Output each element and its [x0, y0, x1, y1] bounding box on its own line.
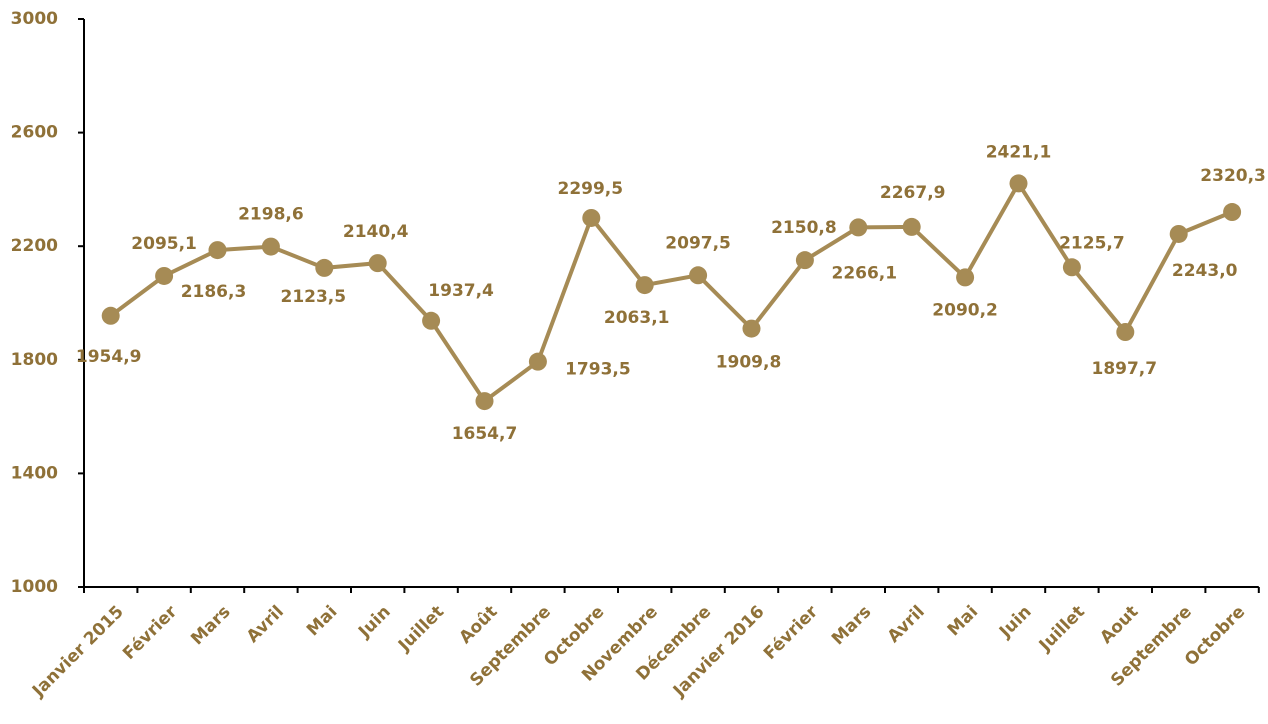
data-label: 2267,9 [880, 183, 946, 203]
x-tick-label: Août [456, 602, 502, 648]
x-tick-label: Avril [243, 602, 288, 647]
data-point [155, 266, 174, 285]
data-point [689, 266, 708, 285]
data-label: 1937,4 [428, 281, 494, 301]
data-point [528, 352, 547, 371]
data-label: 2421,1 [986, 142, 1052, 162]
y-tick-label: 1000 [11, 577, 58, 597]
data-point [849, 218, 868, 237]
x-tick-label: Février [119, 602, 181, 664]
data-label: 1897,7 [1091, 359, 1157, 379]
y-tick-label: 3000 [11, 9, 58, 29]
data-label: 2243,0 [1172, 261, 1238, 281]
x-tick-label: Juillet [1035, 602, 1089, 656]
y-tick-label: 1400 [11, 463, 58, 483]
x-tick-label: Février [760, 602, 822, 664]
x-tick-label: Mai [944, 602, 982, 640]
data-label: 2299,5 [557, 179, 623, 199]
data-point [1116, 323, 1135, 342]
data-label: 2198,6 [238, 205, 304, 225]
data-point [368, 254, 387, 273]
data-point [1009, 174, 1028, 193]
data-label: 2097,5 [665, 233, 731, 253]
data-label: 1909,8 [716, 353, 782, 373]
data-label: 2266,1 [831, 263, 897, 283]
data-point [635, 276, 654, 295]
data-point [742, 319, 761, 338]
data-point [315, 258, 334, 277]
x-tick-label: Janvier 2016 [669, 602, 769, 702]
data-point [1223, 203, 1242, 222]
series-line [109, 179, 1233, 404]
data-point [1169, 224, 1188, 243]
data-point [1062, 258, 1081, 277]
data-label: 2186,3 [181, 282, 247, 302]
x-tick-label: Janvier 2015 [28, 602, 128, 702]
data-point [795, 251, 814, 270]
data-label: 2150,8 [771, 218, 837, 238]
x-tick-label: Aout [1096, 602, 1142, 648]
x-tick-label: Juin [995, 602, 1036, 643]
data-point [101, 306, 120, 325]
data-point [475, 392, 494, 411]
y-tick-label: 2600 [11, 123, 58, 143]
y-tick-label: 2200 [11, 236, 58, 256]
data-label: 2090,2 [932, 300, 998, 320]
data-label: 1654,7 [452, 424, 518, 444]
data-label: 2140,4 [343, 222, 409, 242]
x-tick-label: Mars [187, 602, 234, 649]
data-point [261, 237, 280, 256]
data-point [422, 311, 441, 330]
y-tick-label: 1800 [11, 350, 58, 370]
x-tick-label: Mars [828, 602, 875, 649]
data-point [956, 268, 975, 287]
data-point [208, 241, 227, 260]
x-tick-label: Juillet [394, 602, 448, 656]
data-label: 2063,1 [604, 308, 670, 328]
data-label: 2125,7 [1059, 233, 1125, 253]
data-point [582, 208, 601, 227]
data-label: 2095,1 [131, 234, 197, 254]
data-point [902, 217, 921, 236]
data-label: 1954,9 [76, 347, 142, 367]
x-tick-label: Mai [303, 602, 341, 640]
data-label: 2320,3 [1200, 166, 1266, 186]
data-label: 2123,5 [280, 287, 346, 307]
x-tick-label: Avril [884, 602, 929, 647]
data-label: 1793,5 [565, 360, 631, 380]
x-tick-label: Juin [354, 602, 395, 643]
